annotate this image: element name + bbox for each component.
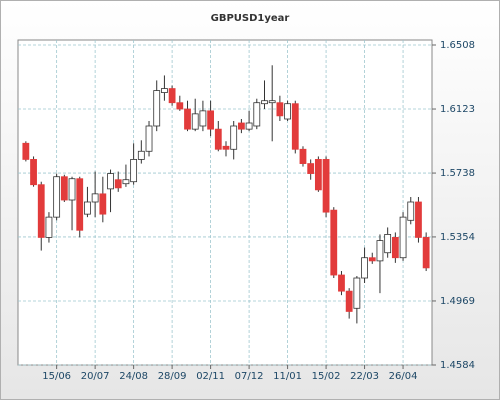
candle-body — [384, 234, 392, 254]
candle-body — [214, 128, 222, 150]
x-tick-label: 22/03 — [350, 371, 379, 382]
y-tick-label: 1.6508 — [440, 40, 475, 51]
y-tick-label: 1.4969 — [440, 296, 475, 307]
candle-body — [191, 113, 199, 130]
y-tick-label: 1.6123 — [440, 104, 475, 115]
candle-body — [130, 159, 138, 183]
y-tick-label: 1.5354 — [440, 232, 475, 243]
candle-body — [153, 90, 161, 127]
x-tick-label: 11/01 — [273, 371, 302, 382]
x-tick-label: 20/07 — [81, 371, 110, 382]
candle-body — [37, 184, 45, 238]
x-tick-label: 15/02 — [312, 371, 341, 382]
candle-body — [30, 159, 37, 186]
candle-body — [161, 88, 168, 93]
candle-body — [268, 100, 276, 104]
candle-body — [391, 237, 399, 259]
candle-body — [184, 108, 191, 130]
y-tick-label: 1.4584 — [440, 360, 475, 371]
candle-body — [422, 237, 430, 269]
candle-body — [114, 179, 122, 189]
y-tick-label: 1.5738 — [440, 168, 475, 179]
candle-body — [60, 176, 68, 201]
candle-body — [99, 193, 107, 215]
x-tick-label: 15/06 — [42, 371, 71, 382]
candle-body — [91, 193, 99, 203]
candle-body — [222, 145, 230, 150]
candle-body — [237, 122, 245, 130]
candle-body — [345, 290, 353, 312]
candle-body — [176, 102, 184, 110]
candle-body — [314, 159, 322, 191]
candle-body — [68, 178, 76, 201]
x-tick-label: 07/12 — [235, 371, 264, 382]
candle-body — [245, 122, 253, 130]
candle-body — [230, 125, 238, 150]
x-tick-label: 28/09 — [158, 371, 187, 382]
candle-body — [199, 110, 207, 127]
candle-body — [253, 102, 261, 127]
candle-body — [338, 274, 345, 292]
candle-body — [284, 103, 291, 120]
chart-title: GBPUSD1year — [211, 13, 290, 24]
candle-body — [76, 178, 84, 231]
candle-body — [291, 103, 299, 150]
candle-body — [322, 159, 330, 213]
candle-body — [276, 102, 284, 117]
candle-body — [376, 240, 384, 262]
candle-body — [261, 100, 268, 105]
candle-body — [22, 142, 30, 160]
candle-body — [145, 125, 153, 152]
x-tick-label: 02/11 — [196, 371, 225, 382]
candle-body — [299, 148, 307, 164]
candle-body — [330, 209, 338, 276]
candle-body — [307, 163, 315, 174]
candle-body — [368, 257, 376, 262]
candle-body — [107, 173, 114, 190]
candle-body — [353, 277, 361, 309]
candle-body — [415, 201, 422, 238]
candle-body — [137, 150, 145, 160]
candle-body — [407, 201, 415, 221]
candle-body — [84, 201, 91, 215]
candle-body — [45, 216, 53, 238]
candle-body — [207, 110, 215, 130]
x-tick-label: 26/04 — [389, 371, 418, 382]
candle-body — [399, 216, 407, 259]
candle-body — [53, 176, 61, 218]
candle-body — [122, 179, 130, 185]
candle-body — [361, 257, 368, 279]
candle-body — [168, 88, 176, 104]
x-tick-label: 24/08 — [119, 371, 148, 382]
